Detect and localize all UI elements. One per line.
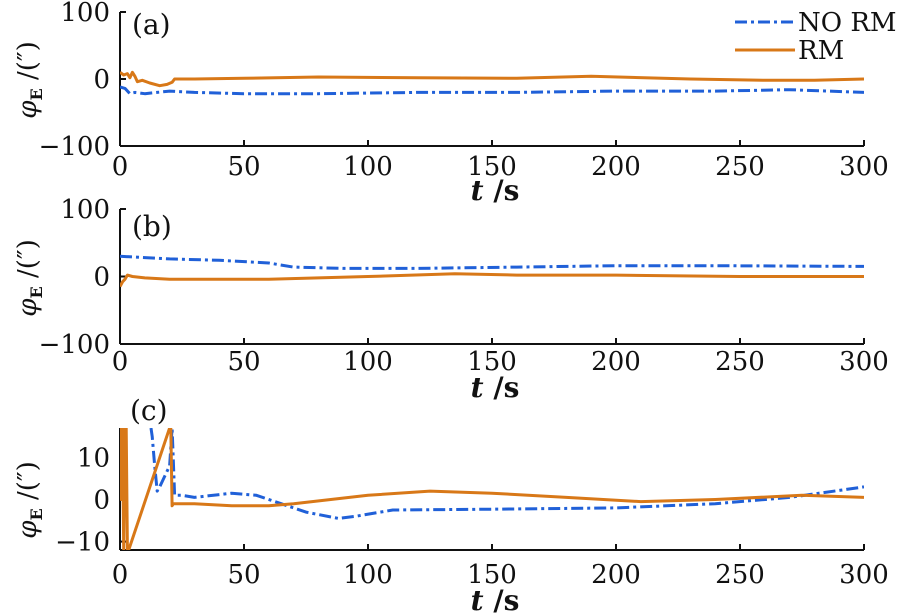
x-tick-label: 100	[343, 152, 393, 182]
x-tick-label: 200	[591, 152, 641, 182]
panel-label: (a)	[132, 8, 171, 41]
x-axis-label-var: t	[471, 584, 484, 616]
x-tick-label: 300	[839, 560, 889, 590]
y-tick-label: 0	[93, 65, 110, 95]
series-line-no-rm	[149, 428, 864, 520]
x-tick-label: 200	[591, 347, 641, 377]
y-tick-label: −100	[39, 330, 110, 360]
x-axis-label: t /s	[471, 584, 520, 616]
x-axis-label-unit: /s	[484, 584, 520, 616]
y-axis-label: φE /(″)	[13, 461, 46, 538]
y-tick-label: 100	[60, 0, 110, 28]
series-group	[120, 254, 864, 288]
x-tick-label: 150	[467, 560, 517, 590]
series-line-rm	[120, 70, 864, 88]
panel-label: (c)	[130, 394, 168, 427]
legend-label: NO RM	[798, 8, 897, 38]
legend-label: RM	[798, 36, 844, 66]
x-axis-label: t /s	[471, 371, 520, 404]
y-axis-label-unit: /(″)	[13, 461, 43, 508]
x-tick-label: 0	[112, 347, 129, 377]
y-axis-label-unit: /(″)	[13, 239, 43, 286]
series-line-no-rm	[120, 85, 864, 96]
panel-label: (b)	[132, 210, 172, 243]
series-group	[120, 428, 864, 550]
x-tick-label: 50	[227, 560, 260, 590]
x-axis-label-var: t	[471, 174, 484, 207]
x-axis-label: t /s	[471, 174, 520, 207]
x-tick-label: 0	[112, 152, 129, 182]
y-tick-label: 100	[60, 195, 110, 225]
y-axis-label-unit: /(″)	[13, 41, 43, 88]
y-axis-label-symbol: φ	[13, 100, 43, 119]
x-tick-label: 50	[227, 152, 260, 182]
series-line-rm	[120, 428, 864, 550]
y-tick-label: −100	[39, 132, 110, 162]
x-tick-label: 250	[715, 347, 765, 377]
x-tick-label: 0	[112, 560, 129, 590]
y-axis-label-symbol: φ	[13, 520, 43, 539]
x-tick-label: 300	[839, 152, 889, 182]
x-tick-label: 150	[467, 347, 517, 377]
series-line-no-rm	[120, 254, 864, 270]
x-tick-label: 250	[715, 560, 765, 590]
x-axis-label-unit: /s	[484, 371, 520, 404]
y-axis-label-subscript: E	[27, 88, 46, 100]
x-tick-label: 100	[343, 347, 393, 377]
y-axis-label-symbol: φ	[13, 298, 43, 317]
y-tick-label: 0	[93, 263, 110, 293]
x-axis-label-var: t	[471, 371, 484, 404]
series-group	[120, 70, 864, 96]
x-tick-label: 50	[227, 347, 260, 377]
y-tick-label: 10	[77, 443, 110, 473]
x-tick-label: 300	[839, 347, 889, 377]
x-tick-label: 200	[591, 560, 641, 590]
y-axis-label: φE /(″)	[13, 239, 46, 316]
y-axis-label-subscript: E	[27, 286, 46, 298]
y-axis-label: φE /(″)	[13, 41, 46, 118]
y-tick-label: −10	[55, 528, 110, 558]
y-tick-label: 0	[93, 486, 110, 516]
x-axis-label-unit: /s	[484, 174, 520, 207]
x-tick-label: 150	[467, 152, 517, 182]
x-tick-label: 100	[343, 560, 393, 590]
series-line-rm	[120, 272, 864, 288]
y-axis-label-subscript: E	[27, 508, 46, 520]
x-tick-label: 250	[715, 152, 765, 182]
